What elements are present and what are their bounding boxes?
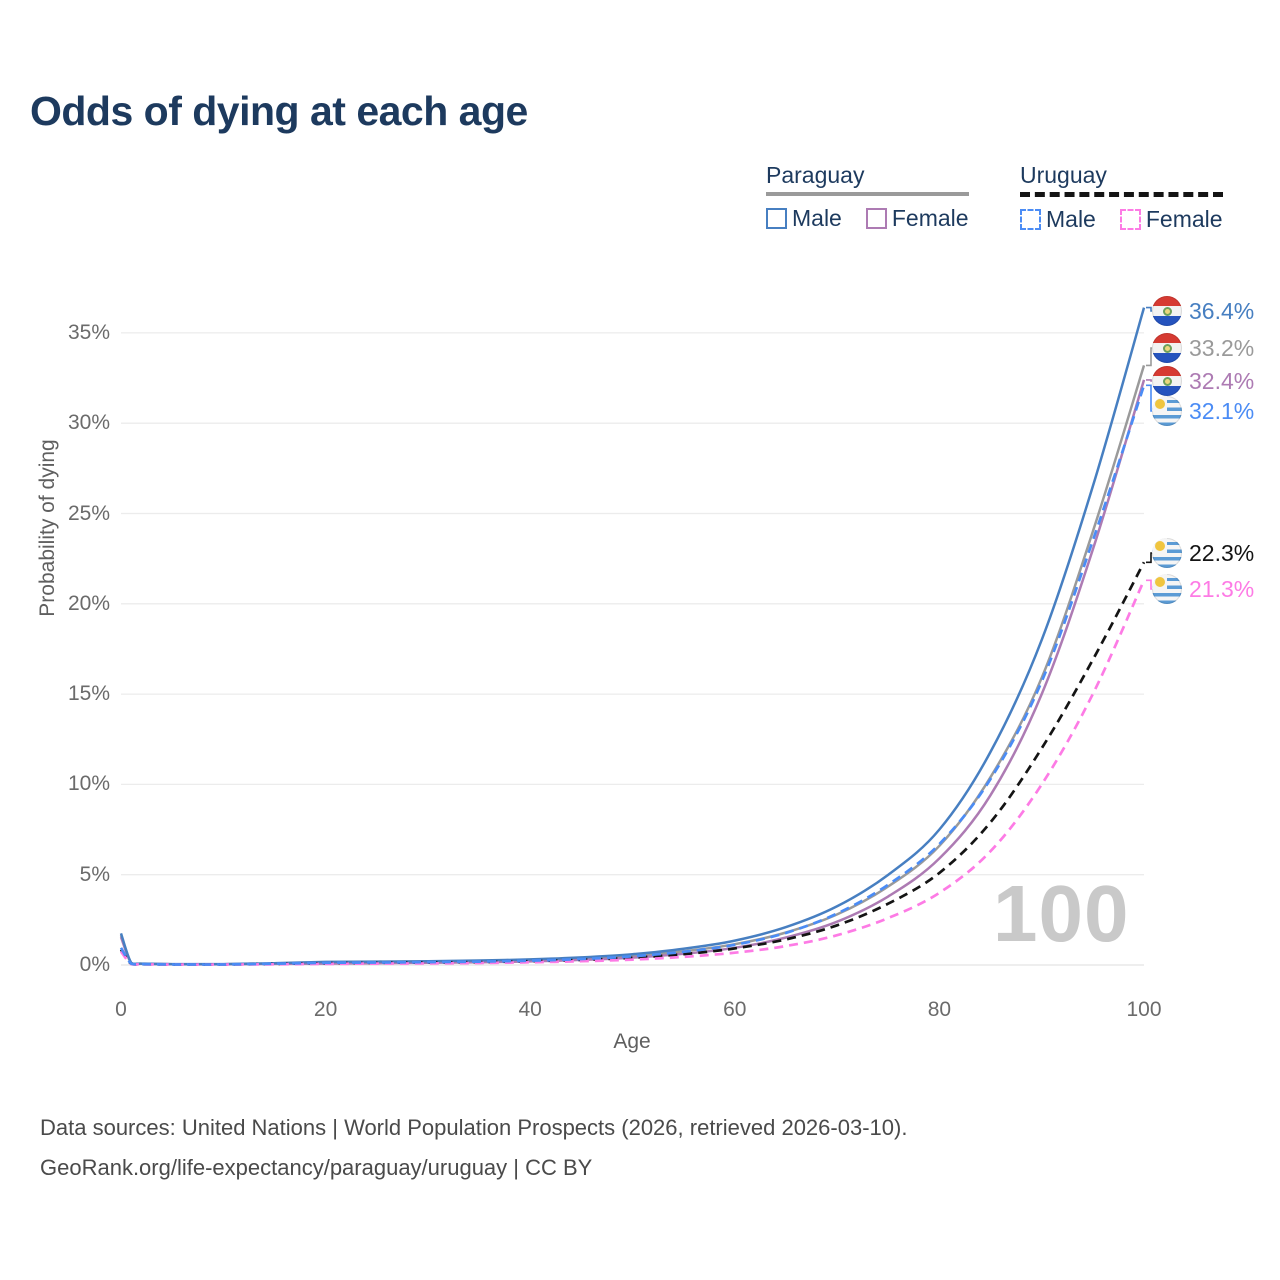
paraguay-flag-icon: [1152, 296, 1182, 326]
legend-country-paraguay[interactable]: Paraguay: [766, 162, 865, 188]
end-label-row-paraguay-female: 32.4%: [1152, 366, 1254, 396]
series-line-uruguay-female: [119, 579, 1146, 966]
x-axis-title: Age: [613, 1030, 651, 1053]
x-tick-label: 60: [723, 998, 747, 1021]
end-label-row-uruguay-both-sexes: 22.3%: [1152, 538, 1254, 568]
uruguay-flag-icon: [1152, 574, 1182, 604]
x-tick-label: 20: [313, 998, 338, 1021]
end-label-value: 21.3%: [1189, 575, 1255, 602]
legend-group-paraguay: Paraguay Male Female: [766, 162, 969, 232]
y-tick-label: 30%: [67, 411, 110, 435]
uruguay-line-style-swatch: [1020, 192, 1223, 197]
page-title: Odds of dying at each age: [30, 88, 528, 134]
end-label-value: 32.4%: [1189, 367, 1255, 394]
current-age-watermark: 100: [993, 869, 1130, 958]
footer: Data sources: United Nations | World Pop…: [40, 1108, 907, 1188]
paraguay-male-swatch: [766, 208, 787, 229]
end-label-value: 33.2%: [1189, 334, 1255, 361]
legend-group-uruguay: Uruguay Male Female: [1020, 162, 1223, 233]
y-tick-label: 10%: [67, 772, 110, 796]
y-tick-label: 5%: [79, 862, 110, 886]
uruguay-male-swatch: [1020, 209, 1041, 230]
x-tick-label: 100: [1126, 998, 1162, 1021]
y-tick-label: 20%: [67, 591, 110, 615]
uruguay-female-swatch: [1119, 209, 1141, 230]
y-tick-label: 0%: [79, 953, 110, 976]
legend-item-paraguay-male[interactable]: Male: [766, 205, 842, 232]
series-line-uruguay-both-sexes: [119, 561, 1146, 966]
legend-label: Male: [792, 205, 842, 231]
uruguay-flag-icon: [1152, 538, 1182, 568]
data-sources-line: Data sources: United Nations | World Pop…: [40, 1115, 908, 1140]
paraguay-line-style-swatch: [766, 192, 969, 196]
attribution-line: GeoRank.org/life-expectancy/paraguay/uru…: [40, 1155, 593, 1180]
paraguay-flag-icon: [1152, 333, 1182, 363]
legend-item-uruguay-female[interactable]: Female: [1119, 206, 1223, 233]
x-tick-label: 80: [927, 998, 952, 1021]
end-label-row-paraguay-male: 36.4%: [1152, 296, 1254, 326]
uruguay-flag-icon: [1152, 396, 1182, 426]
y-tick-label: 15%: [67, 682, 110, 706]
end-label-value: 32.1%: [1189, 397, 1255, 424]
end-label-row-uruguay-female: 21.3%: [1152, 574, 1254, 604]
end-label-row-uruguay-male: 32.1%: [1152, 396, 1254, 426]
y-tick-label: 35%: [67, 320, 110, 344]
y-axis-title: Probability of dying: [36, 439, 59, 617]
paraguay-female-swatch: [865, 208, 887, 229]
legend-country-uruguay[interactable]: Uruguay: [1020, 162, 1107, 188]
x-tick-label: 0: [115, 998, 127, 1021]
series-line-uruguay-male: [119, 384, 1146, 966]
legend-label: Female: [1145, 206, 1223, 232]
legend-item-uruguay-male[interactable]: Male: [1020, 206, 1096, 233]
series-line-paraguay-female: [119, 379, 1146, 966]
legend-label: Female: [891, 205, 969, 231]
series-line-paraguay-male: [119, 307, 1146, 966]
y-tick-label: 25%: [67, 501, 110, 525]
end-label-value: 22.3%: [1189, 539, 1255, 566]
end-label-row-paraguay-both-sexes: 33.2%: [1152, 333, 1254, 363]
legend-label: Male: [1046, 206, 1096, 232]
end-label-value: 36.4%: [1189, 297, 1255, 324]
x-tick-label: 40: [518, 998, 542, 1021]
paraguay-flag-icon: [1152, 366, 1182, 396]
legend-item-paraguay-female[interactable]: Female: [865, 205, 969, 232]
